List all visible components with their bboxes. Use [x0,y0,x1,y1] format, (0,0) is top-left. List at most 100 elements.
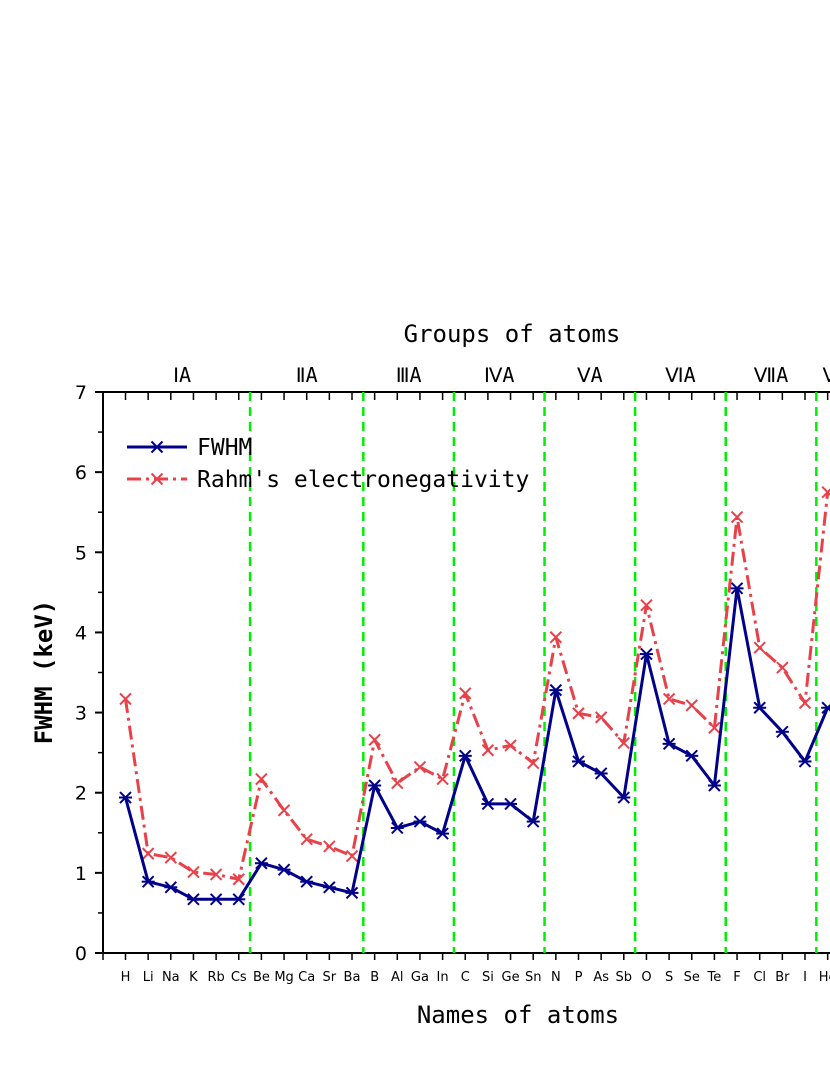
marker-stroke [662,692,676,706]
x-marker [798,696,812,710]
x-tick-label: K [189,970,198,985]
y-tick-label: 6 [75,462,87,484]
asterisk-marker [232,893,246,906]
marker-stroke [300,832,313,846]
x-tick-label: N [551,970,561,985]
x-tick-label: P [575,970,583,985]
group-label: ⅦA [754,363,788,387]
asterisk-marker [481,797,495,811]
x-tick-label: I [803,970,807,985]
x-marker [526,756,540,770]
asterisk-marker [753,701,767,714]
marker-stroke [436,772,449,786]
x-marker [119,692,132,706]
asterisk-marker [685,749,699,763]
y-tick-label: 2 [75,783,87,805]
x-tick-label: He [819,970,830,985]
x-marker [150,472,164,486]
x-marker [481,744,495,757]
y-tick-label: 1 [75,863,87,885]
marker-stroke [617,736,631,750]
asterisk-marker [390,821,404,835]
marker-stroke [391,776,404,790]
asterisk-marker [662,737,676,751]
x-marker [255,772,268,786]
asterisk-marker [730,582,744,595]
asterisk-marker [254,857,268,870]
x-tick-label: Ca [298,970,315,985]
marker-stroke [798,696,812,710]
marker-stroke [345,849,359,863]
marker-stroke [164,851,178,864]
asterisk-marker [821,701,830,714]
x-tick-label: Si [482,970,494,985]
x-tick-label: Li [143,970,154,985]
x-marker [640,598,653,612]
x-marker [345,849,359,863]
x-marker [368,733,381,747]
marker-stroke [708,721,721,735]
asterisk-marker [345,886,359,900]
x-tick-label: C [461,970,470,985]
x-tick-label: Mg [274,970,293,985]
x-marker [232,873,245,886]
x-marker [300,832,313,846]
asterisk-marker [549,683,563,697]
fwhm-series-line [124,586,830,901]
x-marker [164,851,178,864]
asterisk-marker [436,827,450,840]
asterisk-marker [707,779,721,792]
group-label: ⅣA [484,363,515,387]
y-axis-title: FWHM (keV) [30,600,58,745]
asterisk-marker [775,725,789,739]
marker-stroke [150,472,164,486]
group-label: ⅡA [296,363,318,387]
asterisk-marker [504,797,518,811]
x-marker [549,631,563,644]
group-label: ⅢA [396,363,422,387]
x-marker [277,804,291,817]
x-tick-label: Se [684,970,700,985]
x-marker [662,692,676,706]
x-tick-label: Sr [323,970,337,985]
x-marker [685,699,698,712]
asterisk-marker [277,863,291,876]
x-marker [776,661,789,674]
x-tick-label: Ge [502,970,520,985]
marker-stroke [526,756,540,770]
x-marker [821,485,830,499]
x-marker [594,711,608,724]
x-tick-label: Na [162,970,180,985]
x-marker [730,510,744,524]
x-tick-label: Sn [525,970,542,985]
x-marker [753,641,766,654]
marker-stroke [187,865,200,879]
x-tick-label: Br [775,970,790,985]
x-marker [391,776,404,790]
marker-stroke [277,804,291,817]
x-tick-label: Cl [753,970,766,985]
group-label: ⅤA [577,363,603,387]
asterisk-marker [209,893,223,906]
x-marker [617,736,631,750]
marker-stroke [141,847,155,860]
x-tick-label: O [641,970,651,985]
asterisk-marker [119,791,132,804]
x-marker [504,739,517,752]
y-tick-label: 7 [75,382,87,404]
x-marker [459,687,472,700]
y-tick-label: 0 [75,943,87,965]
asterisk-marker [617,791,631,804]
legend: FWHM Rahm's electronegativity [127,435,529,493]
asterisk-marker [526,815,540,828]
legend-label: Rahm's electronegativity [197,467,529,493]
marker-stroke [685,699,698,712]
x-marker [413,760,427,774]
x-tick-label: Be [253,970,270,985]
group-label: ⅠA [173,363,191,387]
legend-label: FWHM [197,435,252,461]
marker-stroke [119,692,132,706]
x-marker [141,847,155,860]
asterisk-marker [368,779,382,792]
